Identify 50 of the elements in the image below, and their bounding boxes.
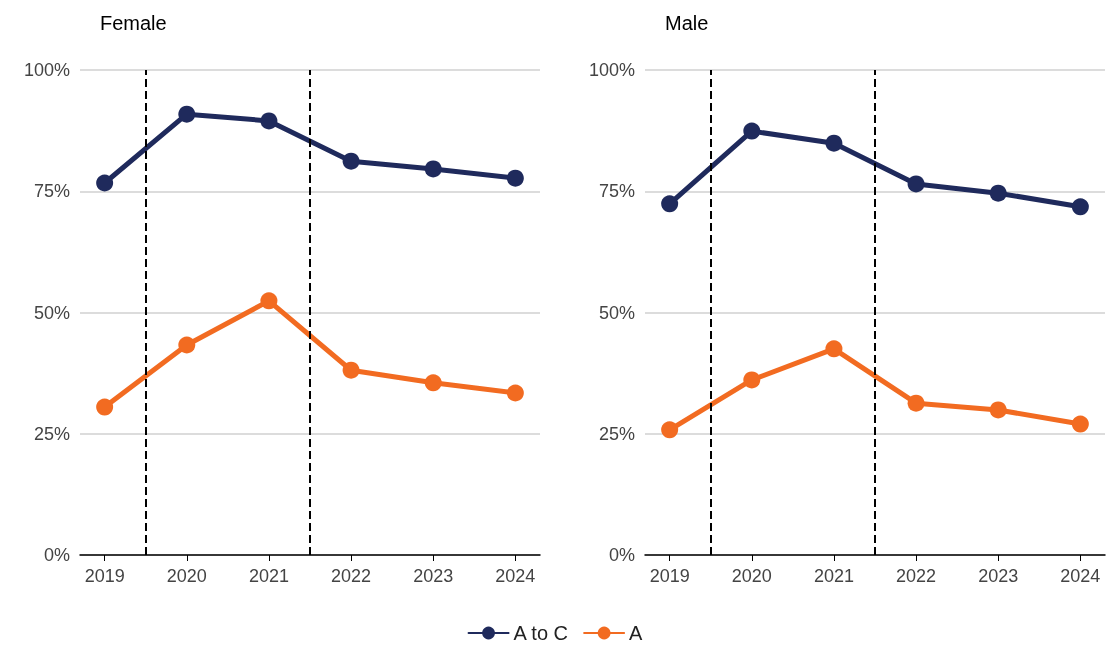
point [1071, 415, 1089, 433]
point [260, 112, 278, 130]
y-tick-label: 50% [33, 302, 70, 323]
x-tick-label: 2022 [331, 566, 372, 586]
point [907, 175, 925, 193]
y-tick-label: 50% [598, 302, 635, 323]
x-tick-label: 2024 [1060, 566, 1101, 586]
x-tick-label: 2021 [248, 566, 289, 586]
point [506, 169, 524, 187]
y-tick-label: 100% [23, 60, 70, 80]
point [424, 160, 442, 178]
x-tick-label: 2020 [166, 566, 207, 586]
y-tick-label: 0% [608, 545, 635, 565]
point [825, 340, 843, 358]
point [1071, 198, 1089, 216]
point [178, 105, 196, 123]
point [743, 122, 761, 140]
x-tick-label: 2023 [978, 566, 1019, 586]
point [260, 292, 278, 310]
x-tick-label: 2020 [731, 566, 772, 586]
point [506, 384, 524, 402]
y-tick-label: 75% [33, 181, 70, 202]
point [989, 184, 1007, 202]
point [743, 371, 761, 389]
x-tick-label: 2023 [413, 566, 454, 586]
point [907, 394, 925, 412]
y-tick-label: 0% [43, 545, 70, 565]
x-tick-label: 2022 [896, 566, 937, 586]
x-tick-label: 2019 [649, 566, 690, 586]
y-tick-label: 25% [598, 423, 635, 444]
point [96, 398, 114, 416]
legend-label: A to C [513, 622, 569, 644]
point [661, 421, 679, 439]
chart-title: Female [100, 12, 167, 34]
point [424, 374, 442, 392]
point [989, 401, 1007, 419]
chart-title: Male [665, 12, 709, 34]
x-tick-label: 2019 [84, 566, 125, 586]
point [342, 361, 360, 379]
point [178, 336, 196, 354]
y-tick-label: 100% [588, 60, 635, 80]
y-tick-label: 25% [33, 423, 70, 444]
y-tick-label: 75% [598, 181, 635, 202]
x-tick-label: 2024 [495, 566, 536, 586]
point [661, 195, 679, 213]
point [96, 174, 114, 192]
legend-label: A [629, 622, 644, 644]
x-tick-label: 2021 [813, 566, 854, 586]
point [825, 134, 843, 152]
point [342, 152, 360, 170]
